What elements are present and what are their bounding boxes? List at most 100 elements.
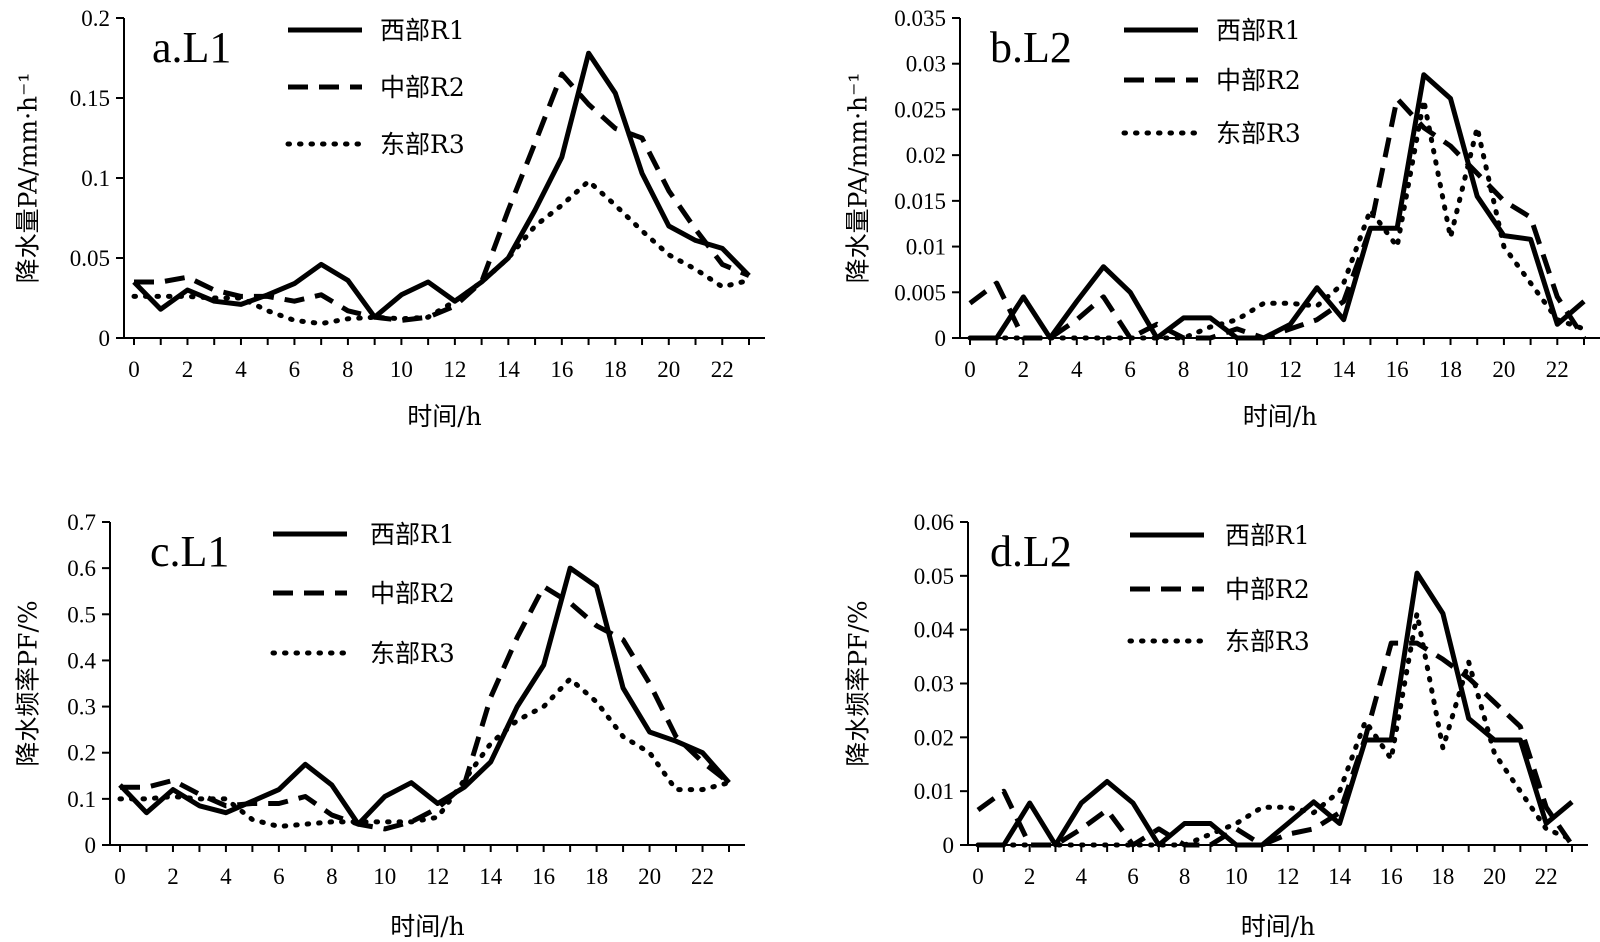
x-tick-label: 14 <box>479 864 503 889</box>
panel-label: c.L1 <box>150 527 229 576</box>
y-tick-label: 0.4 <box>67 648 96 673</box>
x-tick-label: 4 <box>235 357 247 382</box>
y-tick-label: 0.005 <box>894 280 946 305</box>
legend-label-r3: 东部R3 <box>1216 119 1301 148</box>
x-tick-label: 18 <box>1431 864 1454 889</box>
panel-d: 0 0.01 0.02 0.03 0.04 0.05 0.06 0 2 4 6 8 10 12 14 16 18… <box>844 510 1588 941</box>
series-line-r2 <box>976 640 1575 848</box>
y-tick-label: 0.06 <box>914 510 954 535</box>
y-axis-title: 降水量PA/mm·h⁻¹ <box>14 73 43 284</box>
y-tick-label: 0.1 <box>81 166 110 191</box>
x-tick-label: 6 <box>289 357 301 382</box>
x-tick-label: 12 <box>426 864 449 889</box>
y-tick-label: 0.025 <box>894 97 946 122</box>
legend-label-r1: 西部R1 <box>1225 521 1310 550</box>
legend-label-r3: 东部R3 <box>1225 627 1310 656</box>
x-tick-label: 12 <box>1276 864 1299 889</box>
x-tick-label: 22 <box>1546 357 1569 382</box>
panel-a: 0 0.05 0.1 0.15 0.2 0 2 4 6 8 10 12 14 16 18 20 22 时间/h 降水… <box>14 6 765 431</box>
x-tick-label: 2 <box>182 357 194 382</box>
y-axis-title: 降水频率PF/% <box>844 600 873 766</box>
x-tick-label: 18 <box>585 864 608 889</box>
x-tick-label: 8 <box>1178 357 1190 382</box>
y-tick-label: 0.05 <box>70 246 110 271</box>
x-tick-label: 0 <box>128 357 140 382</box>
legend-label-r3: 东部R3 <box>380 130 465 159</box>
x-tick-label: 16 <box>532 864 555 889</box>
series-line-r1 <box>970 72 1586 341</box>
legend-label-r1: 西部R1 <box>1216 16 1301 45</box>
x-tick-label: 6 <box>1124 357 1136 382</box>
x-tick-label: 14 <box>497 357 521 382</box>
y-tick-label: 0.03 <box>914 672 954 697</box>
legend-label-r1: 西部R1 <box>370 520 455 549</box>
x-tick-label: 6 <box>1127 864 1139 889</box>
x-tick-label: 16 <box>1380 864 1403 889</box>
y-tick-label: 0.02 <box>914 725 954 750</box>
x-tick-label: 2 <box>167 864 179 889</box>
y-tick-label: 0.15 <box>70 86 110 111</box>
x-tick-label: 4 <box>1076 864 1088 889</box>
series-line-r1 <box>118 565 731 827</box>
legend-label-r2: 中部R2 <box>1225 575 1310 604</box>
panel-label: a.L1 <box>152 23 231 72</box>
y-tick-label: 0.01 <box>914 779 954 804</box>
x-tick-label: 22 <box>1535 864 1558 889</box>
panel-b: 0 0.005 0.01 0.015 0.02 0.025 0.03 0.035 0 2 4 6 8 10… <box>844 6 1600 431</box>
x-tick-label: 12 <box>1279 357 1302 382</box>
x-tick-label: 10 <box>373 864 396 889</box>
panel-label: d.L2 <box>990 527 1072 576</box>
x-tick-label: 10 <box>1225 357 1248 382</box>
legend-label-r1: 西部R1 <box>380 16 465 45</box>
x-tick-label: 8 <box>1179 864 1191 889</box>
y-tick-label: 0.01 <box>906 235 946 260</box>
y-tick-label: 0.015 <box>894 189 946 214</box>
x-tick-label: 14 <box>1332 357 1356 382</box>
series-line-r3 <box>117 676 732 829</box>
legend-label-r2: 中部R2 <box>370 579 455 608</box>
series-line-r2 <box>120 584 731 832</box>
x-tick-label: 18 <box>1439 357 1462 382</box>
y-tick-label: 0.2 <box>81 6 110 31</box>
y-tick-label: 0.2 <box>67 741 96 766</box>
y-tick-label: 0.5 <box>67 602 96 627</box>
y-axis-title: 降水频率PF/% <box>14 600 43 766</box>
x-tick-label: 14 <box>1328 864 1352 889</box>
x-tick-label: 2 <box>1024 864 1036 889</box>
x-tick-label: 16 <box>550 357 573 382</box>
y-tick-label: 0.6 <box>67 556 96 581</box>
x-tick-label: 8 <box>326 864 338 889</box>
x-tick-label: 0 <box>964 357 976 382</box>
x-axis-title: 时间/h <box>1241 912 1316 941</box>
series-line-r1 <box>978 570 1574 848</box>
x-tick-label: 10 <box>390 357 413 382</box>
panel-label: b.L2 <box>990 23 1072 72</box>
y-tick-label: 0.02 <box>906 143 946 168</box>
y-tick-label: 0 <box>99 326 111 351</box>
series-line-r1 <box>132 50 751 320</box>
x-axis-title: 时间/h <box>407 402 482 431</box>
x-tick-label: 12 <box>443 357 466 382</box>
x-tick-label: 18 <box>604 357 627 382</box>
x-tick-label: 4 <box>220 864 232 889</box>
x-tick-label: 0 <box>114 864 126 889</box>
y-axis-title: 降水量PA/mm·h⁻¹ <box>844 73 873 284</box>
legend-label-r3: 东部R3 <box>370 639 455 668</box>
series-line-r3 <box>131 178 752 327</box>
x-tick-label: 22 <box>711 357 734 382</box>
y-tick-label: 0.035 <box>894 6 946 31</box>
x-tick-label: 22 <box>691 864 714 889</box>
y-tick-label: 0.3 <box>67 695 96 720</box>
x-tick-label: 4 <box>1071 357 1083 382</box>
x-tick-label: 16 <box>1386 357 1409 382</box>
panel-c: 0 0.1 0.2 0.3 0.4 0.5 0.6 0.7 0 2 4 6 8 10 12 14 16 18 20 2… <box>14 510 745 941</box>
y-tick-label: 0.1 <box>67 787 96 812</box>
x-tick-label: 10 <box>1225 864 1248 889</box>
x-axis-title: 时间/h <box>390 912 465 941</box>
x-tick-label: 2 <box>1018 357 1030 382</box>
y-tick-label: 0.05 <box>914 564 954 589</box>
series-line-r3 <box>967 97 1587 341</box>
x-tick-label: 20 <box>1483 864 1506 889</box>
x-tick-label: 0 <box>972 864 984 889</box>
